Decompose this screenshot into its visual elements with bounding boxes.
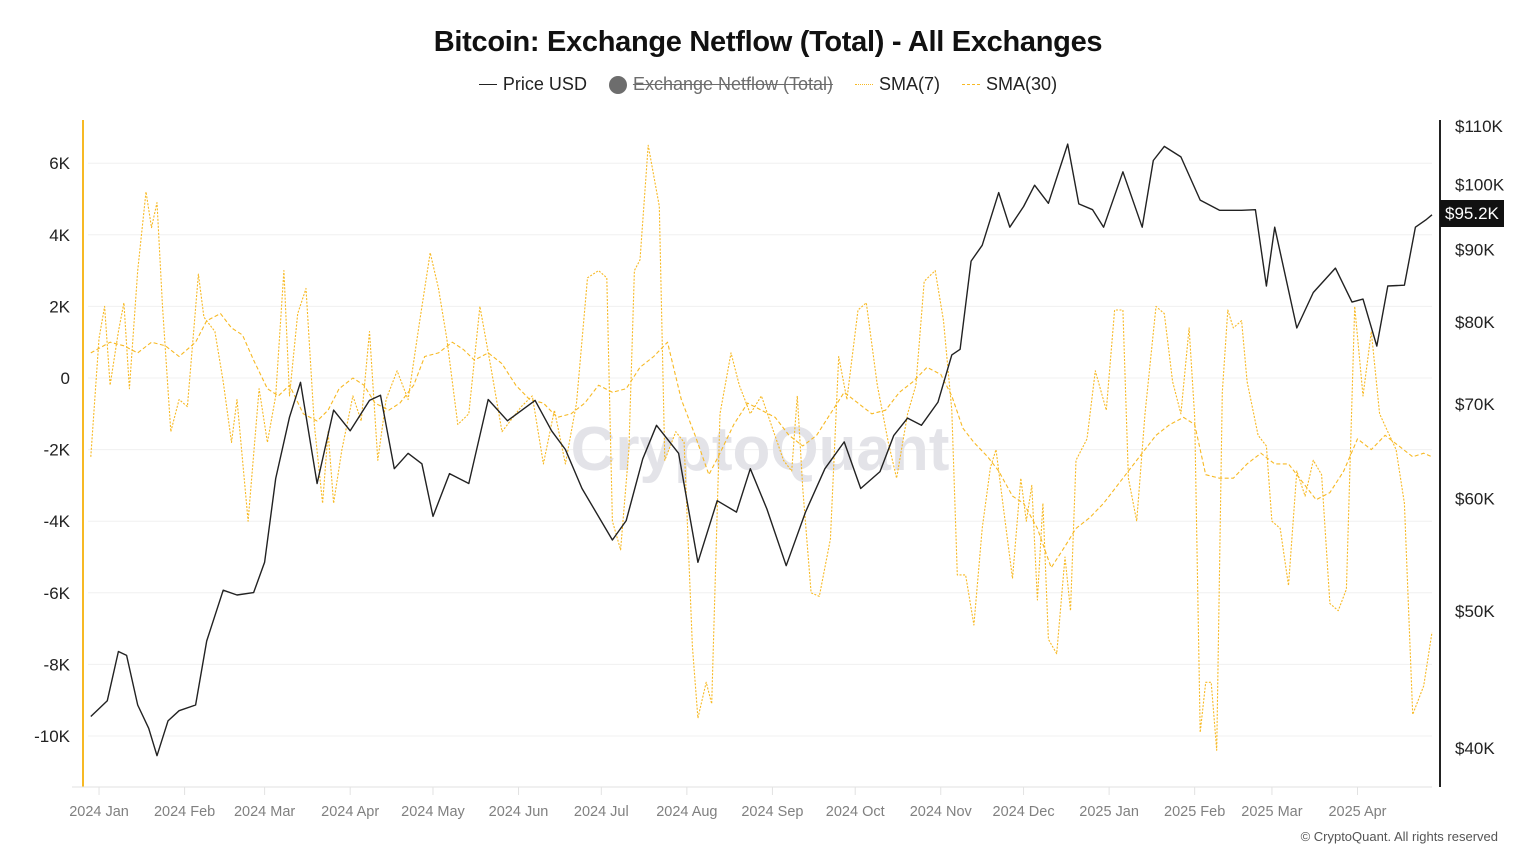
x-tick-label: 2024 Oct: [826, 804, 885, 820]
sma7-line: [90, 144, 1433, 751]
legend-item-price-usd[interactable]: Price USD: [478, 74, 587, 95]
right-tick-label: $90K: [1455, 240, 1495, 259]
sma30-line: [90, 313, 1433, 569]
x-tick-label: 2025 Apr: [1328, 804, 1386, 820]
x-tick-label: 2024 Apr: [321, 804, 379, 820]
left-tick-label: -4K: [44, 512, 71, 531]
x-tick-label: 2024 Jan: [69, 804, 129, 820]
right-tick-label: $70K: [1455, 395, 1495, 414]
watermark: CryptoQuant: [571, 415, 950, 484]
x-tick-label: 2024 Jul: [574, 804, 629, 820]
dashed-line-icon: [962, 84, 981, 85]
left-tick-label: 2K: [49, 297, 70, 316]
copyright-notice: © CryptoQuant. All rights reserved: [1300, 829, 1498, 844]
left-axis: 6K 4K 2K 0 -2K -4K -6K -8K -10K: [34, 120, 84, 787]
x-tick-label: 2024 May: [401, 804, 465, 820]
x-tick-label: 2025 Jan: [1079, 804, 1139, 820]
legend-label: SMA(7): [879, 74, 941, 94]
legend-label: Price USD: [502, 74, 587, 94]
x-axis: 2024 Jan 2024 Feb 2024 Mar 2024 Apr 2024 May…: [69, 786, 1432, 820]
left-tick-label: 4K: [49, 226, 70, 245]
chart-title: Bitcoin: Exchange Netflow (Total) - All …: [433, 26, 1103, 58]
right-tick-label: $100K: [1455, 176, 1505, 195]
chart-legend: Price USD Exchange Netflow (Total) SMA(7…: [0, 74, 1536, 95]
circle-icon: [608, 75, 627, 94]
left-tick-label: -10K: [34, 727, 71, 746]
legend-item-sma30[interactable]: SMA(30): [962, 74, 1057, 95]
legend-item-exchange-netflow[interactable]: Exchange Netflow (Total): [608, 74, 834, 95]
legend-label: SMA(30): [986, 74, 1058, 94]
dotted-line-icon: [855, 84, 874, 85]
right-tick-label: $80K: [1455, 313, 1495, 332]
x-tick-label: 2024 Nov: [910, 804, 973, 820]
left-tick-label: -6K: [44, 584, 71, 603]
x-tick-label: 2025 Feb: [1164, 804, 1225, 820]
x-tick-label: 2024 Mar: [234, 804, 295, 820]
x-tick-label: 2024 Jun: [489, 804, 549, 820]
right-tick-label: $40K: [1455, 739, 1495, 758]
x-tick-label: 2024 Dec: [993, 804, 1055, 820]
x-tick-label: 2025 Mar: [1241, 804, 1302, 820]
price-usd-line: [90, 143, 1433, 757]
solid-line-icon: [478, 84, 497, 85]
right-axis: $110K $100K $90K $80K $70K $60K $50K $40K: [1439, 117, 1505, 787]
right-tick-label: $110K: [1455, 117, 1504, 136]
right-tick-label: $60K: [1455, 490, 1495, 509]
left-tick-label: 6K: [49, 154, 70, 173]
left-tick-label: 0: [61, 369, 70, 388]
current-price-badge: $95.2K: [1440, 200, 1504, 227]
left-tick-label: -8K: [44, 655, 71, 674]
x-tick-label: 2024 Sep: [741, 804, 803, 820]
x-tick-label: 2024 Feb: [154, 804, 215, 820]
legend-item-sma7[interactable]: SMA(7): [855, 74, 940, 95]
right-tick-label: $50K: [1455, 602, 1495, 621]
series-layer: [90, 143, 1433, 757]
x-tick-label: 2024 Aug: [656, 804, 717, 820]
left-tick-label: -2K: [44, 441, 71, 460]
legend-label: Exchange Netflow (Total): [632, 74, 834, 94]
